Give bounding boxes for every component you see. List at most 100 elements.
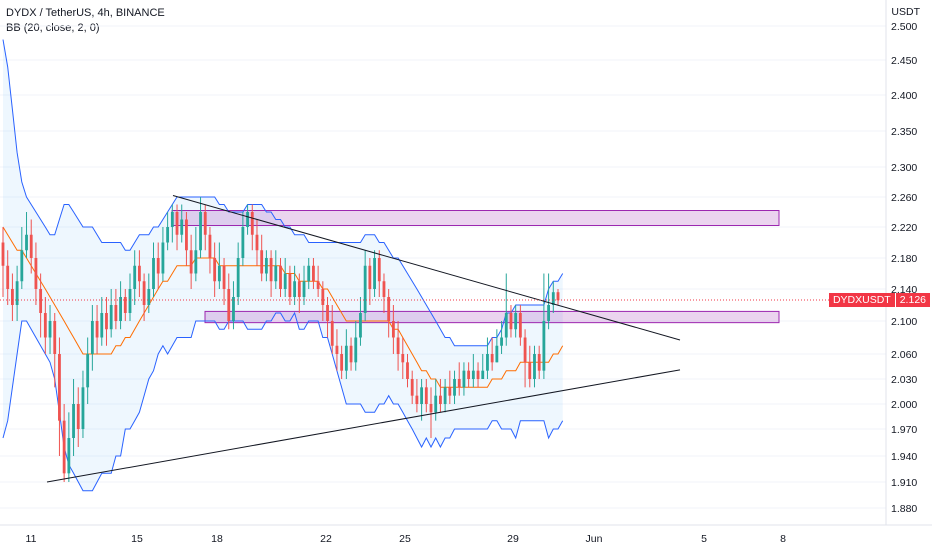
time-tick-label: 18 <box>211 533 223 545</box>
chart-legend: DYDX / TetherUS, 4h, BINANCE BB (20, clo… <box>6 6 165 36</box>
candle-body <box>486 354 489 371</box>
candle-body <box>396 337 400 354</box>
price-tick-label: 2.400 <box>891 90 917 102</box>
price-tick-label: 1.880 <box>891 503 917 515</box>
candle-body <box>312 265 315 282</box>
candle <box>152 242 155 297</box>
candle <box>185 212 188 266</box>
time-tick-label: 29 <box>507 533 519 545</box>
candle-body <box>297 281 301 297</box>
candle <box>551 281 555 313</box>
candle <box>453 370 456 404</box>
candle-body <box>170 212 174 227</box>
candle-body <box>100 313 104 338</box>
candle <box>377 250 381 297</box>
candle <box>448 370 452 404</box>
price-tick-label: 2.000 <box>891 399 917 411</box>
candle-body <box>533 354 536 379</box>
candle <box>222 258 226 305</box>
candle <box>255 219 259 266</box>
candle-body <box>344 345 348 371</box>
candle <box>29 219 33 274</box>
candle <box>349 337 353 371</box>
candle-body <box>199 212 202 251</box>
price-tick-label: 2.060 <box>891 349 917 361</box>
candle-body <box>406 362 409 379</box>
candle-body <box>340 354 344 371</box>
candle <box>467 362 471 388</box>
candle-body <box>476 370 480 379</box>
candle-body <box>241 227 245 258</box>
time-tick-label: 8 <box>780 533 786 545</box>
candle-body <box>128 289 132 313</box>
candle <box>236 242 240 305</box>
candle-body <box>43 313 47 338</box>
candle-body <box>415 395 419 404</box>
candle <box>396 321 400 371</box>
candle <box>359 297 362 346</box>
price-axis-unit: USDT <box>891 6 920 18</box>
candle-body <box>443 387 447 404</box>
candle-body <box>161 242 165 274</box>
candle-body <box>246 212 249 227</box>
candle-body <box>279 265 282 289</box>
candle-body <box>90 321 94 354</box>
candle-body <box>434 395 438 413</box>
candle-body <box>424 387 428 404</box>
candle-body <box>194 250 198 274</box>
candle <box>518 305 522 346</box>
candle <box>368 258 372 305</box>
candle-body <box>250 212 254 235</box>
price-tick-label: 1.940 <box>891 451 917 463</box>
candle-body <box>25 234 28 251</box>
candle <box>227 273 231 330</box>
candle <box>90 305 94 371</box>
candle <box>6 250 10 305</box>
candle-body <box>6 265 10 289</box>
candle-body <box>67 438 71 474</box>
candle <box>175 204 179 251</box>
candle <box>142 273 146 321</box>
candle-body <box>53 321 57 354</box>
candle <box>363 250 367 321</box>
price-tick-label: 2.220 <box>891 222 917 234</box>
candle-body <box>137 265 141 282</box>
candle-body <box>283 273 287 289</box>
supply-demand-zones <box>171 210 780 324</box>
candle-body <box>462 370 466 388</box>
candle-body <box>377 258 381 282</box>
candle-body <box>264 258 268 274</box>
candle <box>20 227 24 289</box>
price-tick-label: 2.450 <box>891 55 917 67</box>
candle <box>556 289 560 305</box>
candle-body <box>448 387 452 396</box>
candle <box>72 379 75 456</box>
candle <box>373 250 376 297</box>
candle <box>1 227 5 297</box>
candle-body <box>175 212 179 235</box>
candle <box>156 242 160 289</box>
candle <box>67 412 71 482</box>
candle <box>58 337 61 456</box>
candle <box>542 273 546 379</box>
candle <box>424 379 428 413</box>
candle <box>344 329 348 379</box>
bb-lower-line <box>2 311 564 492</box>
candle <box>283 258 287 297</box>
price-axis: 2.500 2.450 2.400 2.350 2.300 2.260 2.220 2.180… <box>891 21 917 515</box>
trendline-lower <box>46 369 681 483</box>
candle <box>25 212 28 258</box>
candle <box>504 273 508 346</box>
candle-body <box>274 265 278 282</box>
candle <box>462 362 466 396</box>
candle-body <box>471 370 475 379</box>
candle <box>10 273 14 321</box>
candle-body <box>551 292 555 305</box>
candle-body <box>39 289 43 313</box>
candle-body <box>180 219 184 235</box>
candle-body <box>523 337 527 363</box>
candle <box>443 379 447 413</box>
time-axis: 11 15 18 22 25 29 Jun 5 8 <box>26 533 787 545</box>
candle-body <box>391 321 395 338</box>
